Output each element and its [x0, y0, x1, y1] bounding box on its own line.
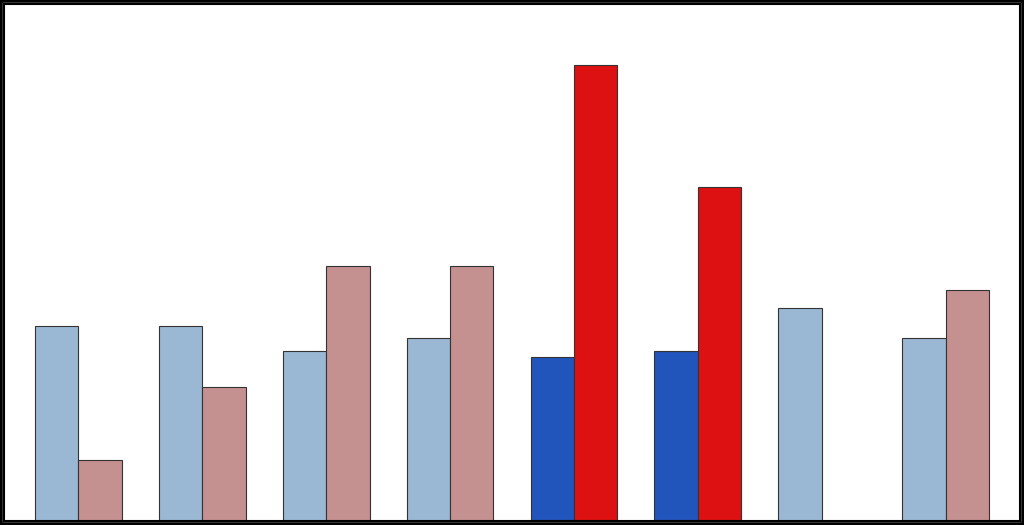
- Bar: [327, 266, 370, 521]
- Bar: [697, 186, 741, 521]
- Bar: [902, 339, 945, 521]
- Bar: [159, 327, 203, 521]
- Bar: [530, 356, 573, 521]
- Bar: [203, 387, 246, 521]
- Bar: [778, 308, 821, 521]
- Bar: [35, 327, 79, 521]
- Bar: [79, 460, 122, 521]
- Bar: [945, 290, 989, 521]
- Bar: [573, 65, 617, 521]
- Bar: [407, 339, 451, 521]
- Bar: [283, 351, 327, 521]
- Bar: [654, 351, 697, 521]
- Bar: [451, 266, 494, 521]
